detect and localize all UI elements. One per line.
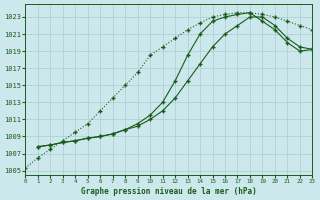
X-axis label: Graphe pression niveau de la mer (hPa): Graphe pression niveau de la mer (hPa) <box>81 187 257 196</box>
